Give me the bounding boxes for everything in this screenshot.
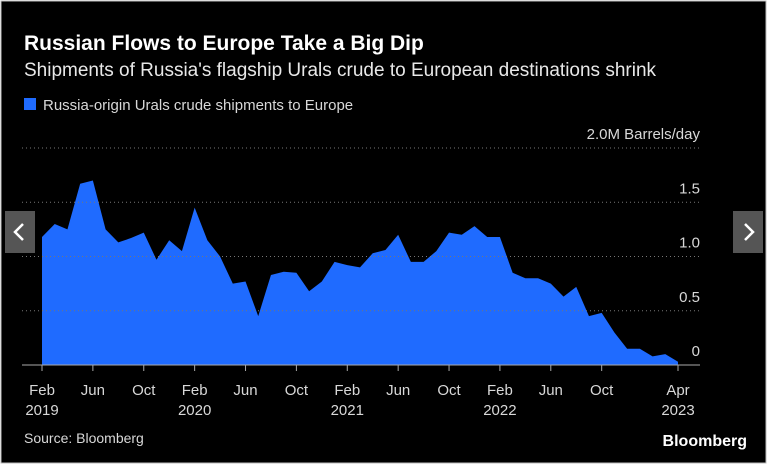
- prev-arrow[interactable]: [13, 223, 24, 241]
- next-button-bg[interactable]: [733, 211, 763, 253]
- x-tick-year: 2022: [483, 402, 516, 419]
- y-tick-label: 1.0: [679, 235, 700, 252]
- legend-label: Russia-origin Urals crude shipments to E…: [43, 97, 353, 114]
- x-tick-label: Jun: [539, 382, 563, 399]
- x-tick-year: 2020: [178, 402, 211, 419]
- next-arrow[interactable]: [744, 223, 755, 241]
- chart-subtitle: Shipments of Russia's flagship Urals cru…: [24, 60, 657, 81]
- next-button[interactable]: [733, 211, 763, 253]
- x-tick-label: Oct: [285, 382, 309, 399]
- x-tick-label: Feb: [182, 382, 208, 399]
- prev-button-bg[interactable]: [5, 211, 35, 253]
- y-tick-label: 0: [692, 343, 700, 360]
- x-tick-label: Oct: [132, 382, 156, 399]
- x-tick-label: Jun: [81, 382, 105, 399]
- x-tick-label: Feb: [334, 382, 360, 399]
- x-tick-label: Apr: [666, 382, 689, 399]
- x-tick-label: Jun: [386, 382, 410, 399]
- source: Source: Bloomberg: [24, 430, 144, 446]
- y-tick-label: 1.5: [679, 180, 700, 197]
- y-tick-label: 0.5: [679, 289, 700, 306]
- legend-swatch: [24, 98, 36, 110]
- area: [42, 180, 678, 365]
- prev-button[interactable]: [5, 211, 35, 253]
- x-tick-label: Jun: [233, 382, 257, 399]
- x-tick-label: Oct: [437, 382, 461, 399]
- x-tick-label: Oct: [590, 382, 614, 399]
- x-tick-label: Feb: [29, 382, 55, 399]
- x-tick-year: 2019: [25, 402, 58, 419]
- x-tick-year: 2021: [331, 402, 364, 419]
- x-tick-year: 2023: [661, 402, 694, 419]
- x-tick-label: Feb: [487, 382, 513, 399]
- brand-logo: Bloomberg: [663, 433, 747, 450]
- chart-title: Russian Flows to Europe Take a Big Dip: [24, 32, 424, 55]
- y-tick-label: 2.0M Barrels/day: [587, 126, 701, 143]
